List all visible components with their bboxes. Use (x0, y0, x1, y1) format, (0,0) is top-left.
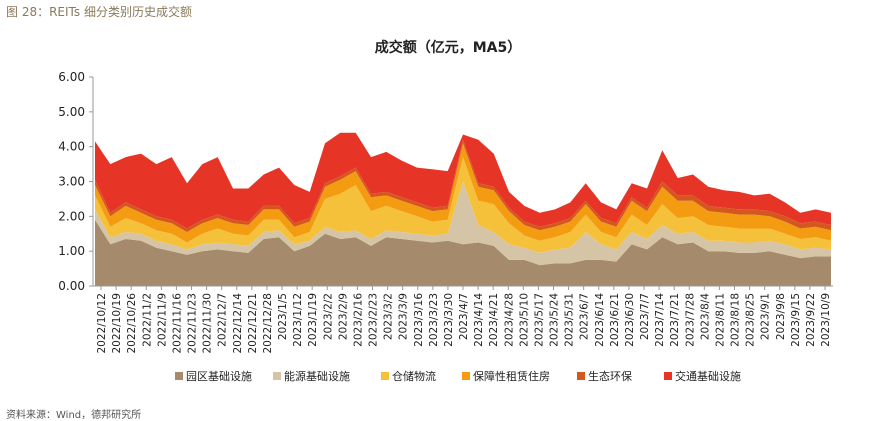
x-tick-label: 2023/3/16 (413, 293, 425, 347)
area-series-1 (95, 181, 831, 266)
x-tick-label: 2022/11/16 (171, 293, 183, 354)
x-tick-label: 2022/10/12 (96, 293, 108, 354)
legend-swatch (577, 372, 585, 380)
x-tick-label: 2023/3/2 (383, 293, 395, 340)
x-tick-label: 2023/2/16 (352, 293, 364, 347)
x-tick-label: 2023/5/24 (549, 293, 561, 347)
y-axis-ticks: 0.00 1.00 2.00 3.00 4.00 5.00 6.00 (58, 70, 93, 293)
area-layers (95, 132, 831, 286)
x-tick-label: 2023/8/11 (714, 293, 726, 347)
y-tick-label: 5.00 (58, 105, 85, 119)
legend-label: 能源基础设施 (284, 369, 350, 383)
x-tick-label: 2023/4/28 (503, 293, 515, 347)
x-tick-label: 2023/2/23 (368, 293, 380, 347)
x-tick-label: 2023/6/14 (594, 293, 606, 347)
legend-label: 保障性租赁住房 (473, 369, 550, 383)
x-tick-label: 2023/2/9 (337, 293, 349, 340)
x-tick-label: 2023/9/8 (775, 293, 787, 340)
x-tick-label: 2023/8/18 (730, 293, 742, 347)
area-series-4 (95, 139, 831, 232)
x-tick-label: 2022/11/2 (141, 293, 153, 347)
y-tick-label: 3.00 (58, 175, 85, 189)
x-tick-label: 2023/1/19 (307, 293, 319, 347)
x-tick-label: 2022/10/19 (111, 293, 123, 354)
source-note: 资料来源：Wind，德邦研究所 (6, 410, 142, 421)
x-tick-label: 2023/9/15 (790, 293, 802, 347)
area-series-0 (95, 219, 831, 286)
x-tick-label: 2022/12/28 (262, 293, 274, 354)
x-tick-label: 2023/8/4 (699, 293, 711, 340)
x-tick-label: 2022/12/14 (232, 293, 244, 354)
x-tick-label: 2023/5/17 (533, 293, 545, 347)
area-series-2 (95, 157, 831, 253)
x-tick-label: 2023/1/5 (277, 293, 289, 340)
x-tick-label: 2023/4/21 (488, 293, 500, 347)
area-series-3 (95, 143, 831, 243)
x-tick-label: 2023/7/7 (639, 293, 651, 340)
x-tick-label: 2023/6/30 (624, 293, 636, 347)
x-tick-label: 2023/3/30 (443, 293, 455, 347)
legend-swatch (175, 372, 183, 380)
legend-swatch (273, 372, 281, 380)
x-tick-label: 2023/9/22 (805, 293, 817, 347)
x-tick-label: 2023/1/12 (292, 293, 304, 347)
x-tick-label: 2023/2/2 (322, 293, 334, 340)
legend-swatch (381, 372, 389, 380)
y-tick-label: 2.00 (58, 209, 85, 223)
legend: 园区基础设施 能源基础设施 仓储物流 保障性租赁住房 生态环保 交通基础设施 (175, 369, 741, 383)
y-tick-label: 6.00 (58, 70, 85, 84)
y-tick-label: 1.00 (58, 244, 85, 258)
x-tick-label: 2023/5/10 (518, 293, 530, 347)
figure-caption: 图 28：REITs 细分类别历史成交额 (6, 5, 192, 19)
legend-label: 园区基础设施 (186, 370, 252, 383)
x-tick-label: 2023/3/23 (428, 293, 440, 347)
x-tick-label: 2023/4/14 (473, 293, 485, 347)
x-tick-label: 2023/8/25 (745, 293, 757, 347)
x-axis-ticks: 2022/10/12 2022/10/19 2022/10/26 2022/11/2 2… (96, 286, 832, 354)
x-tick-label: 2022/11/30 (202, 293, 214, 354)
chart-title: 成交额（亿元，MA5） (375, 39, 522, 56)
x-tick-label: 2023/9/1 (760, 293, 772, 340)
x-tick-label: 2023/7/28 (684, 293, 696, 347)
x-tick-label: 2023/6/7 (579, 293, 591, 340)
x-tick-label: 2022/12/7 (217, 293, 229, 347)
x-tick-label: 2023/4/7 (458, 293, 470, 340)
x-tick-label: 2023/7/14 (654, 293, 666, 347)
x-tick-label: 2022/12/21 (247, 293, 259, 354)
x-tick-label: 2023/6/21 (609, 293, 621, 347)
x-tick-label: 2022/11/23 (187, 293, 199, 354)
legend-label: 生态环保 (588, 369, 632, 383)
x-tick-label: 2022/10/26 (126, 293, 138, 354)
area-series-5 (95, 132, 831, 229)
x-tick-label: 2023/3/9 (398, 293, 410, 340)
x-tick-label: 2023/10/9 (820, 293, 832, 347)
y-tick-label: 0.00 (58, 279, 85, 293)
x-tick-label: 2022/11/9 (156, 293, 168, 347)
x-tick-label: 2023/5/31 (564, 293, 576, 347)
x-tick-label: 2023/7/21 (669, 293, 681, 347)
legend-label: 交通基础设施 (675, 369, 741, 383)
legend-swatch (462, 372, 470, 380)
legend-label: 仓储物流 (392, 369, 436, 383)
y-tick-label: 4.00 (58, 140, 85, 154)
legend-swatch (664, 372, 672, 380)
